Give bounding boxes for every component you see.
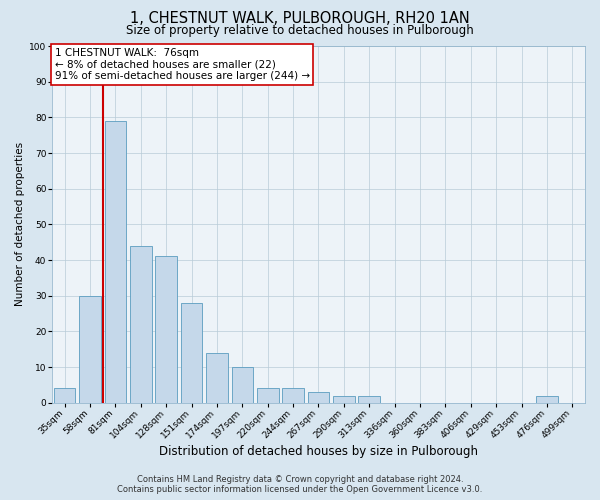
Bar <box>232 367 253 402</box>
Bar <box>283 388 304 402</box>
X-axis label: Distribution of detached houses by size in Pulborough: Distribution of detached houses by size … <box>159 444 478 458</box>
Bar <box>536 396 558 402</box>
Text: Contains HM Land Registry data © Crown copyright and database right 2024.
Contai: Contains HM Land Registry data © Crown c… <box>118 474 482 494</box>
Bar <box>155 256 177 402</box>
Text: Size of property relative to detached houses in Pulborough: Size of property relative to detached ho… <box>126 24 474 37</box>
Bar <box>54 388 76 402</box>
Y-axis label: Number of detached properties: Number of detached properties <box>15 142 25 306</box>
Bar <box>333 396 355 402</box>
Bar <box>104 121 126 402</box>
Bar <box>130 246 152 402</box>
Bar <box>206 353 228 403</box>
Bar <box>358 396 380 402</box>
Bar <box>181 303 202 402</box>
Text: 1 CHESTNUT WALK:  76sqm
← 8% of detached houses are smaller (22)
91% of semi-det: 1 CHESTNUT WALK: 76sqm ← 8% of detached … <box>55 48 310 81</box>
Text: 1, CHESTNUT WALK, PULBOROUGH, RH20 1AN: 1, CHESTNUT WALK, PULBOROUGH, RH20 1AN <box>130 11 470 26</box>
Bar <box>257 388 278 402</box>
Bar <box>79 296 101 403</box>
Bar <box>308 392 329 402</box>
